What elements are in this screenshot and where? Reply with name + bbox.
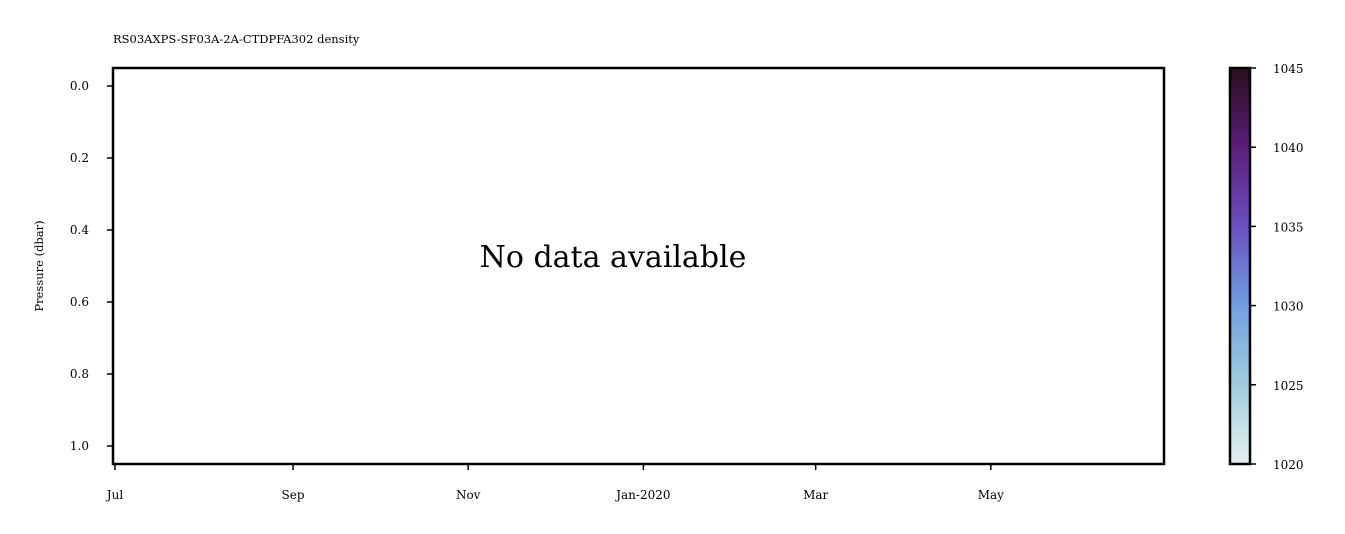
plot-area bbox=[111, 66, 1166, 466]
x-tick-label: Nov bbox=[456, 488, 481, 502]
colorbar-tick-label: 1040 bbox=[1273, 141, 1304, 155]
colorbar-tick-label: 1020 bbox=[1273, 458, 1304, 472]
y-tick-label: 0.0 bbox=[70, 79, 89, 93]
y-axis-label: Pressure (dbar) bbox=[32, 220, 46, 311]
y-axis-ticks: 0.0 0.2 0.4 0.6 0.8 1.0 bbox=[70, 79, 113, 453]
y-tick-label: 0.2 bbox=[70, 151, 89, 165]
colorbar-tick-label: 1045 bbox=[1273, 62, 1304, 76]
y-tick-label: 1.0 bbox=[70, 439, 89, 453]
x-tick-label: May bbox=[978, 488, 1004, 502]
x-tick-label: Mar bbox=[803, 488, 828, 502]
x-axis-ticks: Jul Sep Nov Jan-2020 Mar May bbox=[105, 464, 1004, 502]
colorbar bbox=[1228, 66, 1252, 466]
x-tick-label: Jul bbox=[105, 488, 124, 502]
y-tick-label: 0.4 bbox=[70, 223, 89, 237]
colorbar-ticks: 1020 1025 1030 1035 1040 1045 bbox=[1250, 62, 1304, 472]
x-tick-label: Jan-2020 bbox=[614, 488, 670, 502]
colorbar-tick-label: 1030 bbox=[1273, 300, 1304, 314]
colorbar-tick-label: 1025 bbox=[1273, 379, 1304, 393]
y-tick-label: 0.8 bbox=[70, 367, 89, 381]
no-data-message: No data available bbox=[480, 240, 747, 275]
chart-title: RS03AXPS-SF03A-2A-CTDPFA302 density bbox=[113, 32, 360, 46]
x-tick-label: Sep bbox=[282, 488, 305, 502]
y-tick-label: 0.6 bbox=[70, 295, 89, 309]
colorbar-tick-label: 1035 bbox=[1273, 220, 1304, 234]
